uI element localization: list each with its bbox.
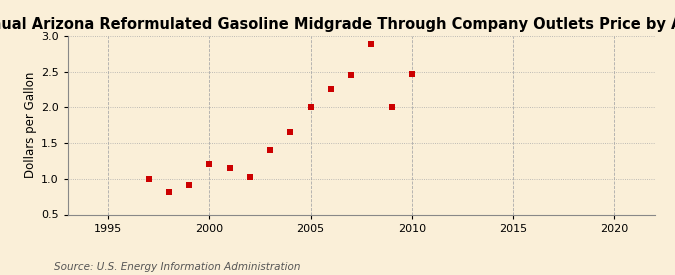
Text: Source: U.S. Energy Information Administration: Source: U.S. Energy Information Administ…: [54, 262, 300, 272]
Title: Annual Arizona Reformulated Gasoline Midgrade Through Company Outlets Price by A: Annual Arizona Reformulated Gasoline Mid…: [0, 17, 675, 32]
Point: [143, 177, 154, 181]
Point: [184, 183, 194, 187]
Point: [366, 42, 377, 46]
Point: [163, 189, 174, 194]
Point: [305, 104, 316, 109]
Point: [325, 87, 336, 92]
Point: [244, 174, 255, 179]
Y-axis label: Dollars per Gallon: Dollars per Gallon: [24, 72, 36, 178]
Point: [265, 148, 275, 152]
Point: [386, 104, 397, 109]
Point: [346, 73, 356, 77]
Point: [285, 130, 296, 134]
Point: [224, 166, 235, 170]
Point: [406, 72, 417, 76]
Point: [204, 162, 215, 167]
